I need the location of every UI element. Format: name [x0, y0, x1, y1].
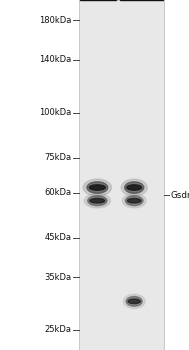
Ellipse shape — [125, 196, 143, 205]
Ellipse shape — [125, 182, 144, 193]
Ellipse shape — [87, 182, 108, 193]
Ellipse shape — [89, 185, 105, 190]
Ellipse shape — [88, 196, 107, 205]
Ellipse shape — [128, 299, 140, 304]
Ellipse shape — [123, 294, 145, 309]
Ellipse shape — [121, 179, 147, 196]
Text: 25kDa: 25kDa — [45, 326, 72, 335]
Bar — [79, 0, 164, 350]
Text: 100kDa: 100kDa — [40, 108, 72, 117]
Text: 180kDa: 180kDa — [40, 16, 72, 25]
Ellipse shape — [83, 179, 112, 196]
Ellipse shape — [127, 198, 141, 203]
Text: 60kDa: 60kDa — [45, 188, 72, 197]
Ellipse shape — [127, 185, 142, 190]
Text: Gsdmc3: Gsdmc3 — [170, 191, 189, 200]
Ellipse shape — [126, 296, 142, 306]
Text: 45kDa: 45kDa — [45, 233, 72, 242]
Text: 140kDa: 140kDa — [40, 55, 72, 64]
Ellipse shape — [84, 194, 110, 208]
Text: 75kDa: 75kDa — [45, 153, 72, 162]
Ellipse shape — [90, 198, 105, 203]
Ellipse shape — [122, 194, 146, 208]
Text: 35kDa: 35kDa — [45, 273, 72, 282]
